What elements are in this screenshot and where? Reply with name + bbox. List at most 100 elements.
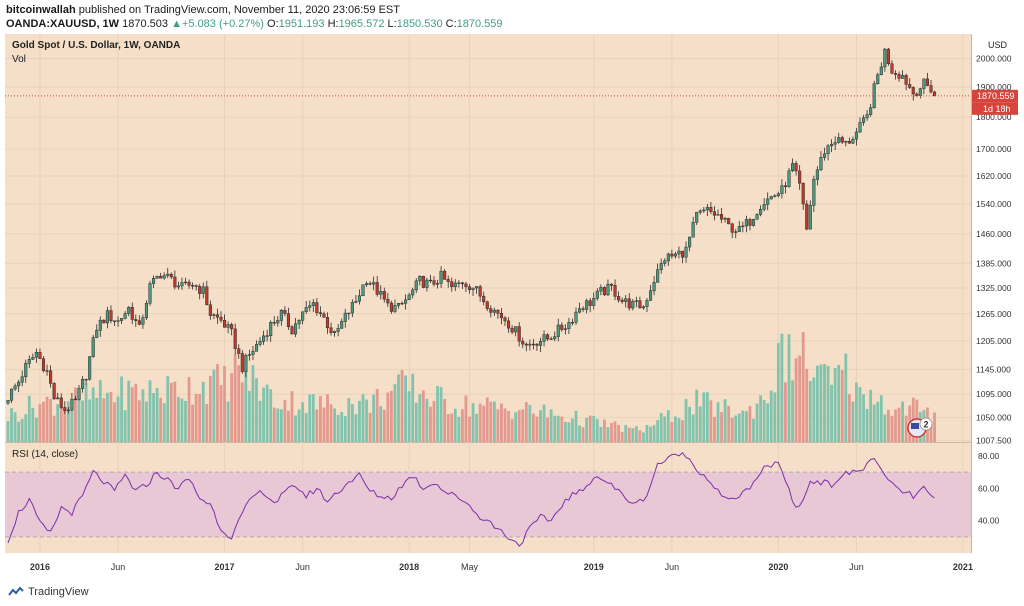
volume-bar	[120, 376, 123, 442]
volume-title[interactable]: Vol	[12, 54, 26, 65]
candle	[194, 284, 198, 291]
volume-bar	[400, 370, 404, 442]
volume-bar	[461, 409, 464, 442]
volume-bar	[571, 418, 574, 442]
candle	[152, 275, 156, 289]
candle	[847, 137, 851, 144]
candlestick-series	[6, 47, 937, 414]
volume-bar	[414, 402, 418, 442]
volume-bar	[52, 415, 56, 442]
low-value: 1850.530	[396, 18, 443, 30]
candle	[680, 250, 685, 264]
candle	[98, 316, 102, 337]
candle	[663, 258, 667, 267]
volume-bar	[208, 375, 212, 442]
events-badge[interactable]: 2	[907, 417, 933, 438]
volume-bar	[847, 394, 851, 442]
horizontal-gridlines	[5, 58, 971, 442]
volume-bar	[794, 358, 798, 442]
candle	[482, 291, 486, 306]
candle	[219, 311, 223, 323]
candle	[613, 279, 617, 301]
price-tick-label: 1265.000	[976, 309, 1012, 319]
volume-bar	[588, 415, 592, 442]
volume-bar	[340, 412, 344, 442]
volume-bar	[606, 427, 610, 442]
candle	[581, 306, 585, 312]
candle	[347, 312, 351, 320]
volume-bar	[166, 376, 170, 442]
time-axis[interactable]	[5, 553, 971, 578]
volume-bar	[279, 409, 283, 442]
volume-bar	[603, 419, 606, 442]
candle	[329, 322, 333, 336]
volume-bar	[563, 421, 567, 442]
series-title[interactable]: Gold Spot / U.S. Dollar, 1W, OANDA	[12, 40, 180, 51]
candle	[130, 302, 134, 325]
candle	[670, 249, 674, 259]
candle	[876, 72, 880, 85]
volume-bar	[27, 395, 31, 442]
candle	[922, 78, 926, 95]
candle	[428, 274, 432, 284]
candle	[822, 147, 827, 161]
volume-bar	[244, 355, 248, 442]
candle	[27, 355, 31, 368]
price-tick-label: 1900.000	[976, 82, 1012, 92]
volume-bar	[88, 399, 92, 442]
price-axis[interactable]	[971, 34, 1024, 553]
volume-bar	[439, 387, 443, 442]
candle	[727, 217, 731, 225]
volume-bar	[297, 409, 301, 442]
candle	[872, 80, 876, 109]
volume-bar	[532, 413, 535, 442]
symbol-label[interactable]: OANDA:XAUUSD, 1W	[6, 18, 120, 30]
candle	[166, 267, 170, 279]
price-tag-value: 1870.559	[977, 91, 1015, 101]
time-tick-label: 2021	[953, 562, 973, 572]
candle	[510, 325, 514, 335]
volume-bar	[677, 418, 681, 442]
candle	[879, 62, 883, 76]
volume-bar	[272, 407, 276, 442]
volume-bar	[294, 415, 297, 442]
volume-bar	[13, 412, 17, 442]
volume-bar	[148, 380, 152, 442]
candle	[677, 246, 681, 259]
candle	[425, 277, 429, 292]
rsi-title[interactable]: RSI (14, close)	[12, 449, 78, 460]
candle	[84, 378, 88, 385]
volume-bar	[599, 426, 603, 442]
volume-bar	[237, 365, 241, 442]
candle	[169, 272, 173, 279]
candle	[269, 320, 273, 342]
candle	[865, 110, 869, 121]
volume-bar	[436, 386, 439, 442]
volume-bar	[205, 404, 209, 442]
volume-bar	[38, 404, 42, 442]
candle	[407, 292, 411, 301]
up-arrow-icon: ▲	[171, 18, 182, 30]
candle	[641, 305, 646, 310]
volume-bar	[741, 410, 745, 442]
brand-name[interactable]: TradingView	[28, 586, 89, 598]
candle	[783, 181, 788, 194]
author-name[interactable]: bitcoinwallah	[6, 4, 76, 16]
candle	[638, 296, 642, 309]
price-tick-label: 1325.000	[976, 283, 1012, 293]
candle	[49, 365, 53, 388]
candle	[272, 316, 276, 326]
volume-bar	[468, 416, 471, 442]
volume-bar	[869, 389, 873, 442]
volume-bar	[336, 414, 340, 442]
volume-bar	[808, 381, 812, 442]
volume-bar	[755, 403, 759, 442]
volume-bar	[787, 334, 791, 442]
volume-bar	[840, 370, 844, 442]
volume-bar	[418, 394, 422, 442]
candle	[744, 215, 748, 233]
volume-bar	[240, 382, 244, 442]
volume-bar	[262, 387, 265, 442]
volume-bar	[407, 391, 411, 442]
